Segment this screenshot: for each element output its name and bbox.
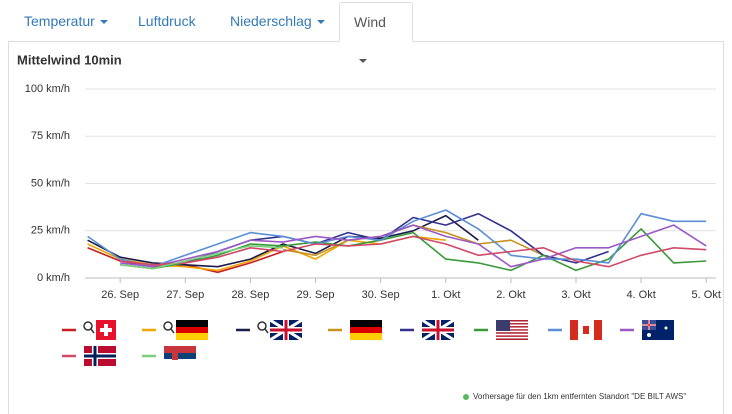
tab[interactable]: Luftdruck [124, 2, 210, 40]
note: Vorhersage für den 1km entfernten Stando… [473, 392, 686, 401]
x-tick-label: 3. Okt [561, 289, 590, 301]
flag-part [176, 327, 208, 333]
flag-part [176, 333, 208, 340]
legend-item [62, 346, 116, 366]
x-tick-label: 5. Okt [692, 289, 721, 301]
flag-part [164, 353, 196, 359]
x-tick-label: 4. Okt [626, 289, 655, 301]
flag-part [496, 335, 528, 337]
tab[interactable]: Temperatur [10, 2, 122, 40]
flag-part [496, 329, 528, 331]
hd-icon [83, 321, 93, 331]
y-tick-label: 0 km/h [37, 272, 70, 284]
flag-part [164, 346, 196, 353]
legend-item [400, 318, 455, 342]
tab-label[interactable]: Wind [354, 14, 386, 30]
flag-part [350, 320, 382, 327]
legend-item [142, 346, 196, 366]
flag-part [350, 327, 382, 333]
flag-part [496, 327, 528, 330]
flag-part [176, 320, 208, 327]
flag-part [496, 321, 528, 324]
tab-label[interactable]: Temperatur [24, 13, 95, 29]
legend-item [328, 320, 382, 340]
series-line [120, 224, 707, 268]
hd-icon [90, 328, 95, 334]
series-line [87, 209, 707, 268]
hd-icon [170, 328, 175, 334]
flag-part [164, 359, 196, 366]
flag-part [496, 332, 528, 334]
chart-title: Mittelwind 10min [17, 52, 122, 67]
flag-part [570, 320, 578, 340]
flag-part [583, 326, 589, 334]
legend-item [474, 320, 528, 340]
flag-part [496, 320, 510, 331]
legend-item [620, 320, 674, 340]
legend-item [236, 318, 303, 342]
tab-bar: Temperatur Luftdruck Niederschlag Wind [8, 0, 724, 64]
flag-part [496, 333, 528, 336]
flag-part [496, 323, 528, 325]
series-line [120, 235, 707, 268]
tab-label[interactable]: Niederschlag [230, 13, 312, 29]
x-tick-label: 28. Sep [231, 289, 269, 301]
x-tick-label: 26. Sep [101, 289, 139, 301]
y-tick-label: 50 km/h [31, 177, 70, 189]
flag-part [100, 328, 112, 332]
x-tick-label: 30. Sep [362, 289, 400, 301]
flag-part [270, 328, 302, 332]
x-tick-label: 2. Okt [496, 289, 525, 301]
flag-part [422, 328, 454, 332]
series-line [120, 228, 707, 272]
flag-part [496, 336, 528, 339]
flag-part [647, 333, 651, 337]
hd-icon [257, 321, 267, 331]
y-tick-label: 25 km/h [31, 225, 70, 237]
flag-part [172, 350, 178, 360]
y-tick-label: 75 km/h [31, 130, 70, 142]
flag-part [642, 324, 656, 326]
series-line [185, 212, 609, 264]
flag-part [350, 333, 382, 340]
note-dot [463, 394, 469, 400]
flag-part [664, 326, 668, 330]
series-line [120, 245, 284, 270]
legend-item [548, 320, 602, 340]
panel [8, 41, 724, 414]
flag-part [496, 324, 528, 327]
series-line [87, 214, 479, 268]
x-tick-label: 1. Okt [431, 289, 460, 301]
x-tick-label: 29. Sep [297, 289, 335, 301]
hd-icon [264, 328, 269, 334]
legend-item [62, 320, 116, 340]
flag-part [84, 354, 116, 358]
tab-active[interactable]: Wind [339, 2, 413, 64]
legend-item [142, 320, 208, 340]
flag-part [496, 326, 528, 328]
flag-part [496, 320, 528, 322]
flag-part [594, 320, 602, 340]
hd-icon [163, 321, 173, 331]
tab-label[interactable]: Luftdruck [138, 13, 196, 29]
flag-part [496, 330, 528, 333]
x-tick-label: 27. Sep [166, 289, 204, 301]
flag-part [496, 338, 528, 340]
y-tick-label: 100 km/h [25, 83, 70, 95]
tab[interactable]: Niederschlag [216, 2, 339, 40]
